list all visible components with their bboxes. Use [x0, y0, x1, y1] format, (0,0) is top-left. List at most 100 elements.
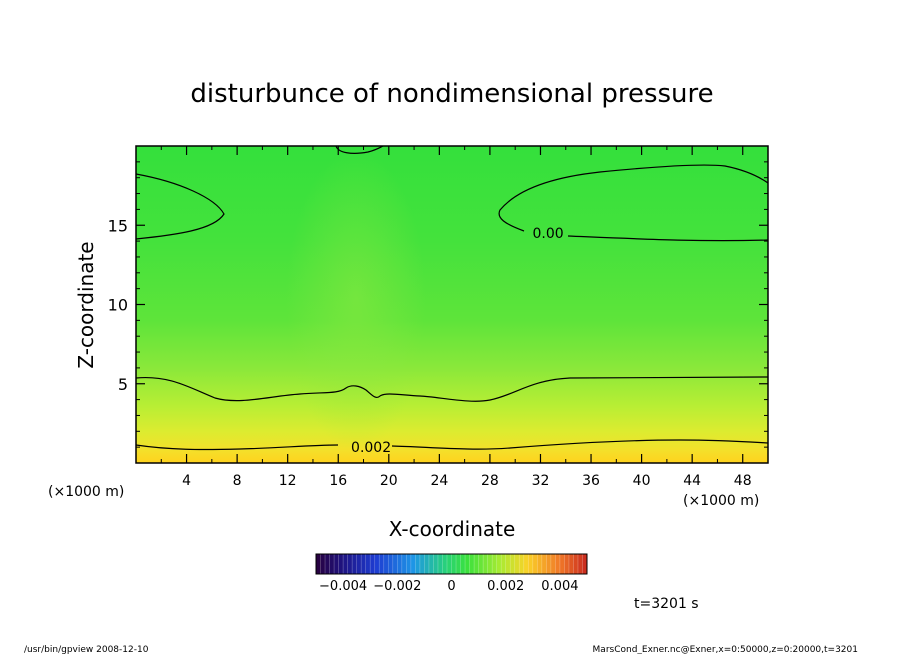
colorbar-segment — [514, 554, 520, 574]
colorbar-segment — [559, 554, 565, 574]
colorbar-segment — [510, 554, 516, 574]
colorbar-segment — [343, 554, 348, 574]
colorbar-segment — [456, 554, 461, 574]
colorbar-segment — [424, 554, 430, 574]
colorbar-segment — [410, 554, 416, 574]
colorbar-segment — [352, 554, 357, 574]
colorbar-frame — [315, 553, 588, 575]
colorbar-segment — [546, 554, 552, 574]
colorbar-segment — [316, 554, 321, 574]
colorbar-tick-label: −0.002 — [373, 579, 421, 594]
footer-right: MarsCond_Exner.nc@Exner,x=0:50000,z=0:20… — [593, 645, 858, 654]
colorbar-segment — [347, 554, 353, 574]
colorbar-segment — [338, 554, 344, 574]
contour-labels: 0.00 0.002 — [351, 226, 564, 456]
x-tick-label: 44 — [683, 473, 701, 489]
colorbar-segment — [397, 554, 403, 574]
colorbar-tick-label: −0.004 — [319, 579, 367, 594]
colorbar-segment — [442, 554, 448, 574]
colorbar-segment — [329, 554, 335, 574]
time-label: t=3201 s — [634, 596, 699, 612]
x-tick-label: 48 — [734, 473, 752, 489]
colorbar-segment — [496, 554, 502, 574]
colorbar-segment — [379, 554, 385, 574]
colorbar-segment — [523, 554, 529, 574]
colorbar-segment — [532, 554, 538, 574]
colorbar-tick-label: 0.002 — [487, 579, 524, 594]
x-axis-ticks: 4 8 12 16 20 24 28 32 36 40 44 48 — [160, 146, 752, 489]
colorbar-tick-labels: −0.004 −0.002 0 0.002 0.004 — [319, 579, 578, 594]
colorbar-segment — [469, 554, 475, 574]
y-tick-label: 5 — [118, 375, 128, 394]
colorbar-segment — [577, 554, 583, 574]
x-tick-label: 4 — [182, 473, 191, 489]
colorbar-tick-label: 0.004 — [541, 579, 578, 594]
field-fill — [136, 146, 768, 463]
contour-label: 0.00 — [532, 226, 563, 242]
colorbar-segment — [568, 554, 574, 574]
x-tick-label: 36 — [582, 473, 600, 489]
colorbar — [315, 553, 588, 575]
y-tick-label: 10 — [108, 296, 128, 315]
colorbar-segment — [446, 554, 452, 574]
contour-top-edge — [335, 146, 384, 154]
colorbar-segment — [365, 554, 371, 574]
colorbar-segment — [433, 554, 439, 574]
contour-upper-right — [498, 164, 768, 242]
plot-area — [136, 146, 768, 463]
x-tick-label: 20 — [380, 473, 398, 489]
colorbar-segment — [582, 554, 588, 574]
colorbar-segment — [564, 554, 570, 574]
colorbar-segment — [383, 554, 389, 574]
colorbar-segment — [370, 554, 376, 574]
colorbar-segment — [492, 554, 497, 574]
contour-upper-left — [136, 173, 225, 240]
colorbar-segment — [528, 554, 534, 574]
colorbar-segment — [320, 554, 326, 574]
colorbar-segment — [388, 554, 394, 574]
colorbar-segment — [406, 554, 412, 574]
colorbar-segment — [460, 554, 466, 574]
colorbar-segment — [541, 554, 547, 574]
colorbar-segment — [519, 554, 525, 574]
x-tick-label: 40 — [633, 473, 651, 489]
colorbar-segment — [401, 554, 407, 574]
x-tick-label: 28 — [481, 473, 499, 489]
colorbar-segment — [474, 554, 479, 574]
y-axis-label: Z-coordinate — [74, 241, 98, 368]
contour-lower-band — [136, 376, 768, 402]
colorbar-segment — [478, 554, 484, 574]
y-tick-label: 15 — [108, 216, 128, 235]
central-plume-shading — [286, 150, 426, 450]
x-tick-label: 32 — [532, 473, 550, 489]
colorbar-segment — [487, 554, 493, 574]
colorbar-segment — [483, 554, 488, 574]
contour-label: 0.002 — [351, 440, 391, 456]
colorbar-segment — [361, 554, 366, 574]
colorbar-segment — [325, 554, 330, 574]
colorbar-segment — [573, 554, 579, 574]
colorbar-segment — [555, 554, 561, 574]
footer-left: /usr/bin/gpview 2008-12-10 — [24, 645, 149, 654]
colorbar-segment — [537, 554, 543, 574]
colorbar-segment — [428, 554, 434, 574]
colorbar-tick-label: 0 — [447, 579, 455, 594]
colorbar-segment — [501, 554, 506, 574]
x-axis-label: X-coordinate — [389, 517, 516, 541]
colorbar-segment — [505, 554, 511, 574]
colorbar-segment — [392, 554, 398, 574]
x-tick-label: 16 — [329, 473, 347, 489]
colorbar-segment — [419, 554, 425, 574]
colorbar-segment — [356, 554, 362, 574]
colorbar-segment — [465, 554, 470, 574]
contour-bottom-band — [136, 439, 768, 451]
colorbar-segment — [451, 554, 457, 574]
x-units-right: (×1000 m) — [683, 493, 759, 509]
x-tick-label: 24 — [430, 473, 448, 489]
x-tick-label: 8 — [233, 473, 242, 489]
colorbar-segment — [374, 554, 380, 574]
x-units-left: (×1000 m) — [48, 484, 124, 500]
colorbar-segment — [334, 554, 339, 574]
colorbar-segment — [437, 554, 443, 574]
